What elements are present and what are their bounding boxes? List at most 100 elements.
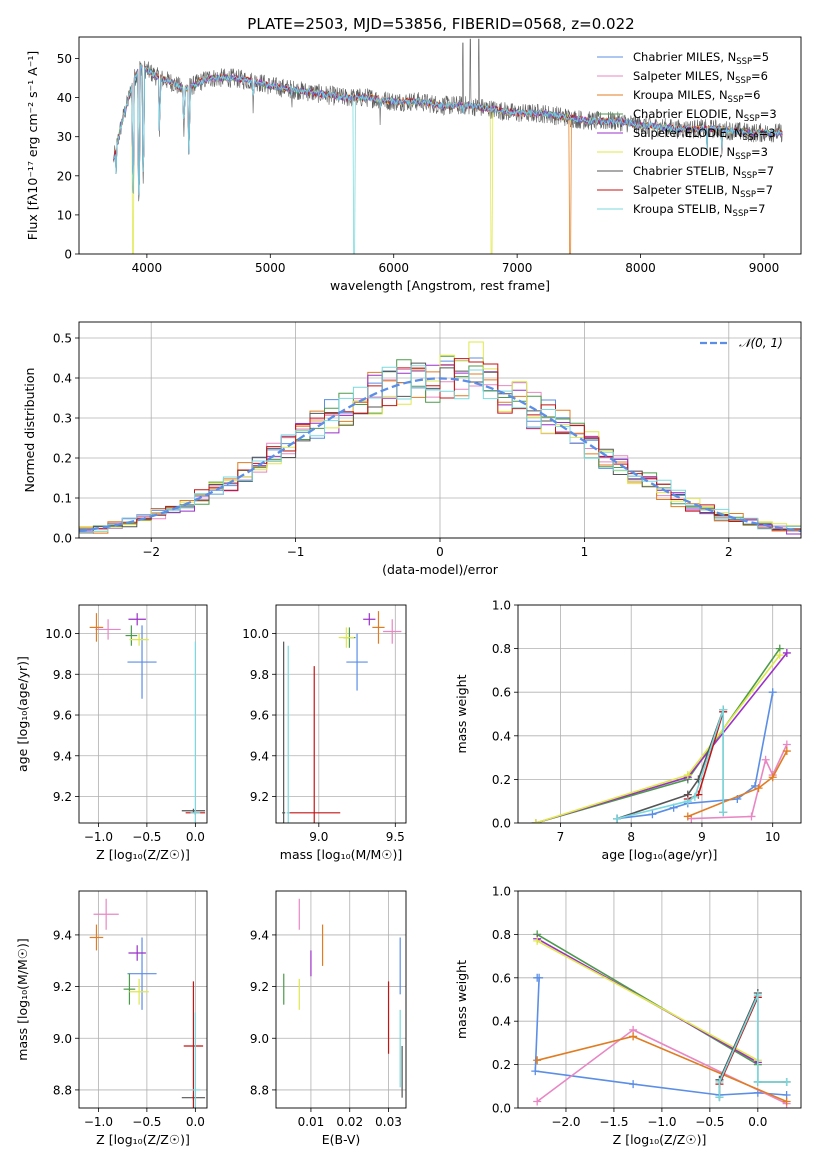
plot-area-weight_vs_age xyxy=(531,644,791,823)
legend-tail: =3 xyxy=(759,126,776,140)
weight-marker-kroupa_stelib xyxy=(690,792,699,801)
legend-label-chabrier_stelib: Chabrier STELIB, NSSP=7 xyxy=(633,164,774,181)
weight-line-chabrier_miles xyxy=(534,977,787,1096)
x-tick-label: 0 xyxy=(436,545,444,559)
legend-label-salpeter_stelib: Salpeter STELIB, NSSP=7 xyxy=(633,183,773,200)
panel-age_vs_Z: −1.0 −0.5 0.0 9.2 9.4 9.6 9.8 10.0 Z [log₁₀(Z/Z☉… xyxy=(15,604,208,862)
axes-residuals: −2 −1 0 1 2 0.0 0.1 0.2 0.3 0.4 0.5 (data-model)/er… xyxy=(22,332,733,578)
legend-label-salpeter_miles: Salpeter MILES, NSSP=6 xyxy=(633,69,768,86)
weight-marker-kroupa_miles xyxy=(782,1097,791,1106)
legend-label-kroupa_stelib: Kroupa STELIB, NSSP=7 xyxy=(633,202,765,219)
y-tick-label: 50 xyxy=(57,52,72,66)
y-tick-label: 9.4 xyxy=(53,928,72,942)
figure-title: PLATE=2503, MJD=53856, FIBERID=0568, z=0… xyxy=(247,15,634,33)
x-axis-label: Z [log₁₀(Z/Z☉)] xyxy=(96,1132,190,1147)
y-tick-label: 10.0 xyxy=(242,627,269,641)
x-tick-label: −1.5 xyxy=(599,1115,628,1129)
legend-label-salpeter_elodie: Salpeter ELODIE, NSSP=3 xyxy=(633,126,776,143)
x-tick-label: −0.5 xyxy=(695,1115,724,1129)
y-tick-label: 9.6 xyxy=(53,709,72,723)
weight-line-chabrier_elodie xyxy=(536,933,759,1066)
y-tick-label: 9.4 xyxy=(53,749,72,763)
weight-marker-kroupa_miles xyxy=(683,812,692,821)
y-axis-label: mass weight xyxy=(454,674,469,753)
x-tick-label: 0.0 xyxy=(186,1115,205,1129)
weight-marker-kroupa_stelib xyxy=(719,808,728,817)
panel-mass_vs_Z: −1.0 −0.5 0.0 8.8 9.0 9.2 9.4 Z [log₁₀(Z/Z☉)] ma… xyxy=(15,890,208,1147)
panel-residuals: −2 −1 0 1 2 0.0 0.1 0.2 0.3 0.4 0.5 (data-model)/er… xyxy=(22,321,802,578)
weight-marker-chabrier_miles xyxy=(648,810,657,819)
y-tick-label: 9.8 xyxy=(250,668,269,682)
legend-residuals: 𝒩(0, 1) xyxy=(700,336,783,350)
x-axis-label: mass [log₁₀(M/M☉)] xyxy=(280,847,402,862)
legend-subscript: SSP xyxy=(740,190,756,200)
y-tick-label: 9.8 xyxy=(53,668,72,682)
legend-label-kroupa_elodie: Kroupa ELODIE, NSSP=3 xyxy=(633,145,768,162)
legend-tail: =7 xyxy=(756,183,773,197)
plot-area-residuals xyxy=(79,341,801,535)
legend-label-kroupa_miles: Kroupa MILES, NSSP=6 xyxy=(633,88,760,105)
weight-marker-kroupa_stelib xyxy=(715,1077,724,1086)
legend-text: Chabrier ELODIE, N xyxy=(633,107,744,121)
y-tick-label: 0.4 xyxy=(53,372,72,386)
y-tick-label: 0.4 xyxy=(492,729,511,743)
legend-text: Salpeter STELIB, N xyxy=(633,183,740,197)
x-tick-label: 2 xyxy=(725,545,733,559)
legend-text: Salpeter MILES, N xyxy=(633,69,735,83)
x-tick-label: −1.0 xyxy=(647,1115,676,1129)
weight-marker-salpeter_miles xyxy=(761,755,770,764)
axes-frame xyxy=(78,604,208,824)
legend-text: Kroupa MILES, N xyxy=(633,88,728,102)
weight-marker-kroupa_elodie xyxy=(533,936,542,945)
y-tick-label: 0.3 xyxy=(53,412,72,426)
legend-tail: =6 xyxy=(743,88,760,102)
y-tick-label: 9.2 xyxy=(250,980,269,994)
weight-line-salpeter_stelib xyxy=(718,996,759,1085)
y-tick-label: 0.6 xyxy=(492,971,511,985)
x-tick-label: −2 xyxy=(142,545,160,559)
legend-subscript: SSP xyxy=(735,76,751,86)
y-tick-label: 0.2 xyxy=(492,1058,511,1072)
y-axis-label: age [log₁₀(age/yr)] xyxy=(15,656,30,772)
plot-area-spectrum xyxy=(113,38,783,254)
weight-marker-chabrier_miles xyxy=(531,1067,540,1076)
x-tick-label: −0.5 xyxy=(132,1115,161,1129)
weight-marker-kroupa_miles xyxy=(768,773,777,782)
weight-line-kroupa_miles xyxy=(687,750,788,818)
weight-marker-kroupa_elodie xyxy=(775,651,784,660)
legend-subscript: SSP xyxy=(736,57,752,67)
x-axis-label: E(B-V) xyxy=(322,1132,361,1147)
y-tick-label: 9.6 xyxy=(250,709,269,723)
y-tick-label: 0.8 xyxy=(492,642,511,656)
panel-weight_vs_Z: −2.0 −1.5 −1.0 −0.5 0.0 0.0 0.2 0.4 0.6 0.8 1.0 Z [… xyxy=(454,885,802,1148)
weight-marker-kroupa_stelib xyxy=(753,1077,762,1086)
y-tick-label: 20 xyxy=(57,169,72,183)
weight-marker-kroupa_stelib xyxy=(719,705,728,714)
axes-weight_vs_Z: −2.0 −1.5 −1.0 −0.5 0.0 0.0 0.2 0.4 0.6 0.8 1.0 Z [… xyxy=(454,885,767,1148)
panel-weight_vs_age: 7 8 9 10 0.0 0.2 0.4 0.6 0.8 1.0 age [log₁₀(age/yr… xyxy=(454,599,802,862)
weight-marker-kroupa_stelib xyxy=(613,814,622,823)
x-tick-label: 0.0 xyxy=(186,830,205,844)
axes-mass_vs_Z: −1.0 −0.5 0.0 8.8 9.0 9.2 9.4 Z [log₁₀(Z/Z☉)] ma… xyxy=(15,928,205,1147)
x-axis-label: Z [log₁₀(Z/Z☉)] xyxy=(96,847,190,862)
x-axis-label: (data-model)/error xyxy=(382,562,499,577)
y-tick-label: 1.0 xyxy=(492,599,511,613)
y-tick-label: 0.2 xyxy=(53,452,72,466)
weight-marker-kroupa_miles xyxy=(629,1032,638,1041)
legend-text: Kroupa STELIB, N xyxy=(633,202,733,216)
y-tick-label: 0.4 xyxy=(492,1015,511,1029)
panel-age_vs_mass: 9.0 9.5 9.2 9.4 9.6 9.8 10.0 mass [log₁₀(M/M☉)] xyxy=(242,604,407,862)
y-tick-label: 9.2 xyxy=(53,980,72,994)
axes-spectrum: 4000 5000 6000 7000 8000 9000 0 10 20 30 40 50 wavel… xyxy=(25,51,779,293)
y-tick-label: 9.4 xyxy=(250,749,269,763)
weight-marker-salpeter_miles xyxy=(533,1097,542,1106)
y-tick-label: 0.6 xyxy=(492,686,511,700)
y-tick-label: 0.5 xyxy=(53,332,72,346)
legend-label-chabrier_miles: Chabrier MILES, NSSP=5 xyxy=(633,50,769,67)
histogram-salpeter_stelib xyxy=(79,358,801,534)
spectrum-line-kroupa_stelib xyxy=(113,62,783,254)
x-tick-label: −0.5 xyxy=(132,830,161,844)
y-tick-label: 9.2 xyxy=(53,790,72,804)
x-tick-label: 1 xyxy=(581,545,589,559)
